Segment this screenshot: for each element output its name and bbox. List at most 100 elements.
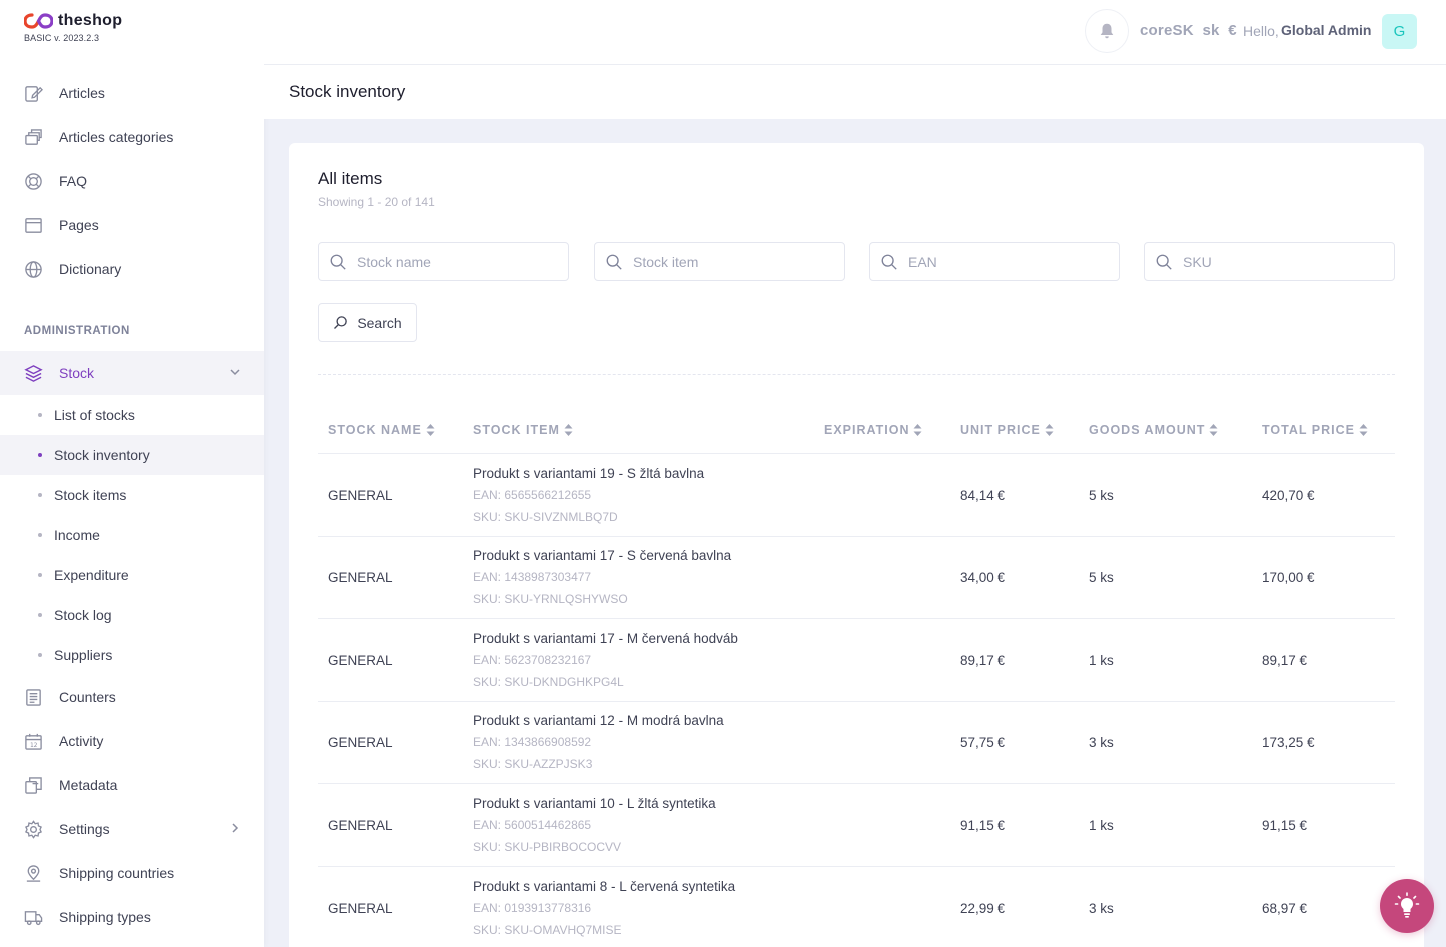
bullet-icon	[38, 493, 42, 497]
sidebar-item-label: Metadata	[59, 777, 118, 793]
locale-switcher[interactable]: coreSK sk €	[1140, 22, 1237, 39]
column-header-expiration[interactable]: EXPIRATION	[824, 423, 922, 437]
table-row[interactable]: GENERAL Produkt s variantami 8 - L červe…	[318, 867, 1395, 947]
bullet-icon	[38, 453, 42, 457]
sidebar-item-label: FAQ	[59, 173, 88, 189]
ean-filter[interactable]	[869, 242, 1120, 281]
stock-item-filter[interactable]	[594, 242, 845, 281]
bullet-icon	[38, 413, 42, 417]
column-header-goods-amount[interactable]: GOODS AMOUNT	[1089, 423, 1218, 437]
sidebar-item-faq[interactable]: FAQ	[0, 159, 264, 203]
sidebar-item-label: Articles categories	[59, 129, 174, 145]
stock-name-cell: GENERAL	[328, 735, 393, 750]
sidebar-item-shipping-types[interactable]: Shipping types	[0, 895, 264, 939]
stock-name-cell: GENERAL	[328, 818, 393, 833]
faq-icon	[23, 171, 43, 191]
table-row[interactable]: GENERAL Produkt s variantami 17 - S červ…	[318, 536, 1395, 619]
sidebar-item-articles-categories[interactable]: Articles categories	[0, 115, 264, 159]
sort-icon	[1209, 424, 1218, 436]
sidebar-item-pages[interactable]: Pages	[0, 203, 264, 247]
sku-filter[interactable]	[1144, 242, 1395, 281]
item-name[interactable]: Produkt s variantami 19 - S žltá bavlna	[473, 466, 705, 481]
column-header-total-price[interactable]: TOTAL PRICE	[1262, 423, 1368, 437]
truck-icon	[23, 907, 43, 927]
sort-icon	[426, 424, 435, 436]
total-price-cell: 420,70 €	[1262, 488, 1315, 503]
item-name[interactable]: Produkt s variantami 10 - L žltá synteti…	[473, 796, 716, 811]
bullet-icon	[38, 653, 42, 657]
item-name[interactable]: Produkt s variantami 12 - M modrá bavlna	[473, 713, 724, 728]
sidebar-subitem-income[interactable]: Income	[0, 515, 264, 555]
card-title: All items	[318, 169, 383, 188]
brand-version: BASIC v. 2023.2.3	[24, 33, 100, 43]
column-header-unit-price[interactable]: UNIT PRICE	[960, 423, 1054, 437]
table-row[interactable]: GENERAL Produkt s variantami 10 - L žltá…	[318, 784, 1395, 867]
tips-button[interactable]	[1380, 879, 1434, 933]
sidebar-item-settings[interactable]: Settings	[0, 807, 264, 851]
divider	[318, 374, 1395, 375]
unit-price-cell: 34,00 €	[960, 570, 1006, 585]
avatar[interactable]: G	[1382, 14, 1417, 49]
column-header-stock-item[interactable]: STOCK ITEM	[473, 423, 573, 437]
unit-price-cell: 89,17 €	[960, 653, 1006, 668]
sidebar-item-activity[interactable]: 12 Activity	[0, 719, 264, 763]
inventory-card: All items Showing 1 - 20 of 141 Search S…	[289, 143, 1424, 947]
sidebar-item-label: Articles	[59, 85, 105, 101]
item-name[interactable]: Produkt s variantami 17 - M červená hodv…	[473, 631, 738, 646]
sidebar-item-shipping-countries[interactable]: Shipping countries	[0, 851, 264, 895]
column-header-stock-name[interactable]: STOCK NAME	[328, 423, 435, 437]
item-name[interactable]: Produkt s variantami 8 - L červená synte…	[473, 879, 736, 894]
lightbulb-icon	[1394, 892, 1420, 918]
sidebar-subitem-label: Stock inventory	[54, 447, 150, 463]
sort-icon	[913, 424, 922, 436]
sidebar-subitem-stock-inventory[interactable]: Stock inventory	[0, 435, 264, 475]
sidebar: theshop BASIC v. 2023.2.3 Articles Artic…	[0, 0, 264, 947]
sidebar-subitem-stock-log[interactable]: Stock log	[0, 595, 264, 635]
notifications-button[interactable]	[1085, 9, 1129, 53]
counters-icon	[23, 687, 43, 707]
search-icon	[880, 253, 898, 271]
sidebar-item-label: Shipping countries	[59, 865, 175, 881]
sidebar-subitem-label: Stock items	[54, 487, 127, 503]
search-icon	[329, 253, 347, 271]
sidebar-item-stock[interactable]: Stock	[0, 351, 264, 395]
stock-name-input[interactable]	[357, 253, 557, 270]
goods-amount-cell: 5 ks	[1089, 488, 1114, 503]
total-price-cell: 91,15 €	[1262, 818, 1308, 833]
sidebar-subitem-list-of-stocks[interactable]: List of stocks	[0, 395, 264, 435]
stock-name-filter[interactable]	[318, 242, 569, 281]
goods-amount-cell: 5 ks	[1089, 570, 1114, 585]
sidebar-item-articles[interactable]: Articles	[0, 71, 264, 115]
card-subtitle: Showing 1 - 20 of 141	[318, 195, 435, 209]
table-row[interactable]: GENERAL Produkt s variantami 17 - M červ…	[318, 619, 1395, 702]
stock-item-input[interactable]	[633, 253, 833, 270]
chevron-right-icon	[232, 823, 239, 833]
chevron-down-icon	[230, 369, 240, 376]
sidebar-subitem-expenditure[interactable]: Expenditure	[0, 555, 264, 595]
sidebar-subitem-suppliers[interactable]: Suppliers	[0, 635, 264, 675]
search-icon	[333, 315, 348, 330]
sidebar-item-dictionary[interactable]: Dictionary	[0, 247, 264, 291]
ean-input[interactable]	[908, 253, 1108, 270]
sidebar-subitem-stock-items[interactable]: Stock items	[0, 475, 264, 515]
user-name[interactable]: Global Admin	[1281, 22, 1372, 38]
item-ean: EAN: 1438987303477	[473, 570, 592, 584]
categories-icon	[23, 127, 43, 147]
sku-input[interactable]	[1183, 253, 1383, 270]
item-name[interactable]: Produkt s variantami 17 - S červená bavl…	[473, 548, 732, 563]
table-row[interactable]: GENERAL Produkt s variantami 19 - S žltá…	[318, 454, 1395, 537]
item-sku: SKU: SKU-AZZPJSK3	[473, 757, 593, 771]
bullet-icon	[38, 533, 42, 537]
search-icon	[1155, 253, 1173, 271]
gear-icon	[23, 819, 43, 839]
pages-icon	[23, 215, 43, 235]
globe-icon	[23, 259, 43, 279]
table-row[interactable]: GENERAL Produkt s variantami 12 - M modr…	[318, 701, 1395, 784]
brand[interactable]: theshop BASIC v. 2023.2.3	[24, 12, 122, 43]
sidebar-item-metadata[interactable]: Metadata	[0, 763, 264, 807]
search-button[interactable]: Search	[318, 303, 417, 342]
metadata-icon	[23, 775, 43, 795]
stock-name-cell: GENERAL	[328, 488, 393, 503]
item-sku: SKU: SKU-DKNDGHKPG4L	[473, 675, 624, 689]
sidebar-item-counters[interactable]: Counters	[0, 675, 264, 719]
